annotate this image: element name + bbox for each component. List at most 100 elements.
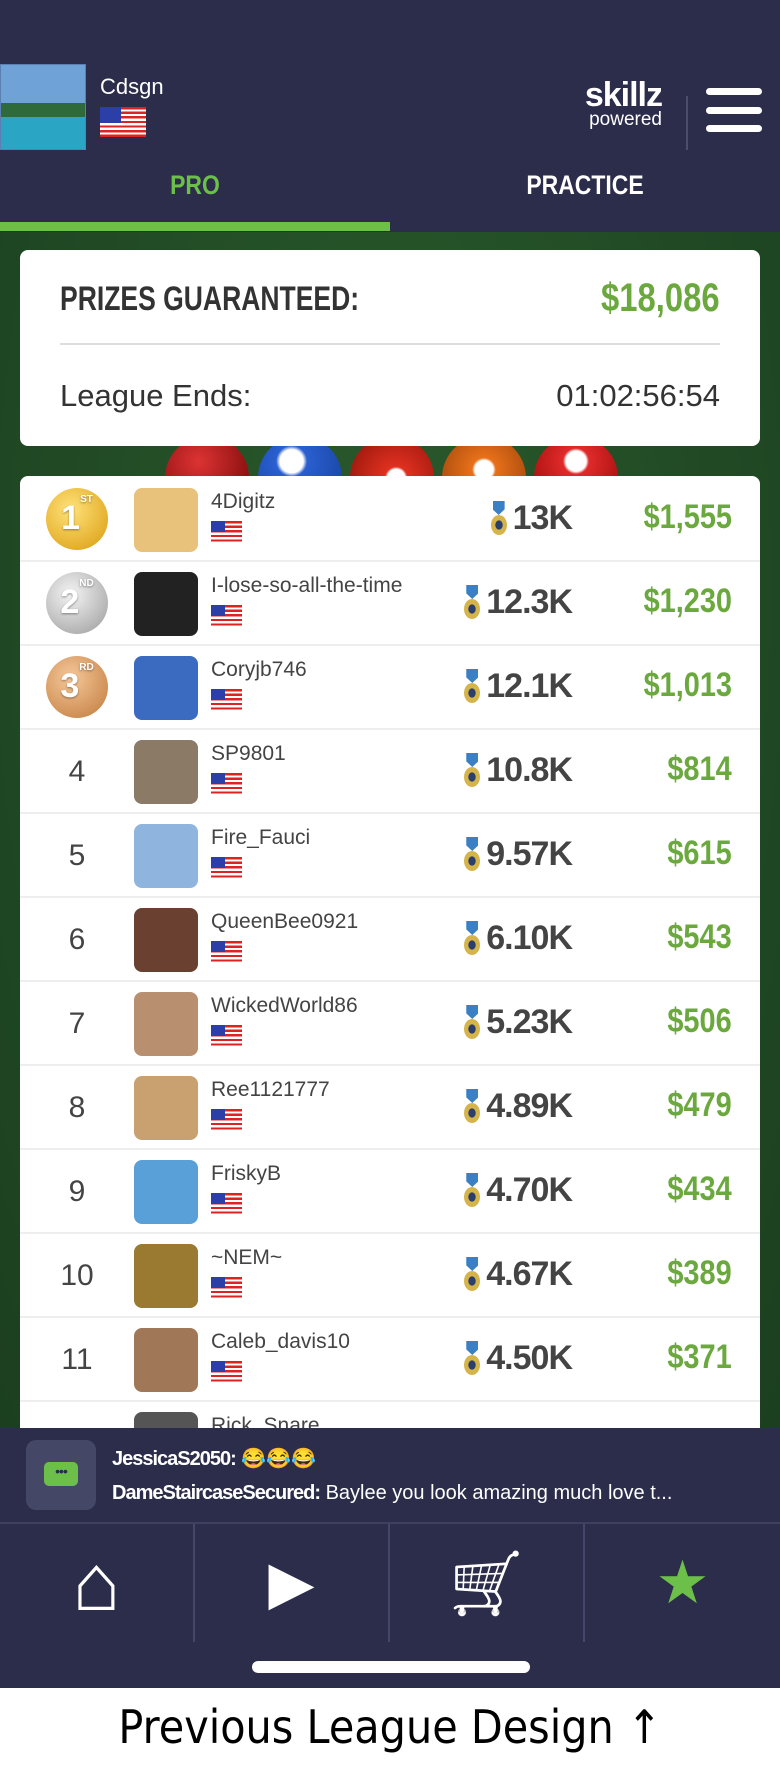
chat-text: Baylee you look amazing much love t... [325, 1482, 673, 1504]
player-avatar[interactable] [134, 572, 198, 636]
score-group: 4.70K [464, 1170, 573, 1210]
score-group: 10.8K [464, 750, 573, 790]
score-group: 12.3K [464, 582, 573, 622]
player-name[interactable]: Coryjb746 [211, 658, 307, 681]
player-avatar[interactable] [134, 992, 198, 1056]
rank: 8 [68, 1091, 86, 1124]
player-prize: $814 [667, 750, 732, 788]
us-flag-icon [211, 1025, 242, 1046]
chat-button[interactable] [26, 1440, 96, 1510]
nav-home[interactable]: ⌂ [0, 1524, 195, 1642]
rank: 11 [61, 1343, 93, 1376]
logo-text: skillz [584, 76, 663, 114]
tab-practice[interactable]: PRACTICE [526, 170, 644, 200]
player-name[interactable]: QueenBee0921 [211, 910, 359, 933]
rank: 9 [68, 1175, 86, 1208]
player-avatar[interactable] [134, 908, 198, 972]
leaderboard-row[interactable]: 1ST 4Digitz 13K $1,555 [20, 478, 760, 562]
us-flag-icon [211, 605, 242, 626]
skillz-logo: skillz powered [560, 76, 663, 130]
player-score: 5.23K [486, 1003, 573, 1041]
medal-icon [464, 1341, 481, 1375]
leaderboard-row[interactable]: 7 WickedWorld86 5.23K $506 [20, 982, 760, 1066]
player-avatar[interactable] [134, 488, 198, 552]
home-icon: ⌂ [72, 1538, 121, 1627]
player-avatar[interactable] [134, 656, 198, 720]
leaderboard-row[interactable]: 2ND I-lose-so-all-the-time 12.3K $1,230 [20, 562, 760, 646]
player-avatar[interactable] [134, 824, 198, 888]
player-name[interactable]: I-lose-so-all-the-time [211, 574, 403, 597]
player-score: 4.67K [486, 1255, 573, 1293]
rank-medal-icon: 3RD [46, 656, 108, 718]
leaderboard-row[interactable]: 8 Ree1121777 4.89K $479 [20, 1066, 760, 1150]
score-group: 9.57K [464, 834, 573, 874]
player-prize: $371 [667, 1338, 732, 1376]
medal-icon [464, 837, 481, 871]
player-score: 13K [512, 499, 573, 537]
player-name[interactable]: 4Digitz [211, 490, 276, 513]
player-name[interactable]: FriskyB [211, 1162, 281, 1185]
home-indicator[interactable] [252, 1661, 530, 1673]
leaderboard-list[interactable]: 1ST 4Digitz 13K $1,555 2ND I-lose-so-all-the-… [20, 476, 760, 1428]
player-name[interactable]: WickedWorld86 [211, 994, 358, 1017]
medal-icon [464, 1005, 481, 1039]
player-name[interactable]: Fire_Fauci [211, 826, 311, 849]
player-name[interactable]: SP9801 [211, 742, 286, 765]
medal-icon [464, 753, 481, 787]
chat-user: DameStaircaseSecured: [112, 1482, 321, 1504]
player-score: 4.89K [486, 1087, 573, 1125]
hamburger-menu-icon[interactable] [706, 88, 762, 132]
cart-icon: 🛒 [449, 1549, 524, 1617]
player-name[interactable]: Ree1121777 [211, 1078, 330, 1101]
active-tab-indicator [0, 222, 390, 231]
us-flag-icon [211, 521, 242, 542]
score-group: 12.1K [464, 666, 573, 706]
score-group: 13K [490, 498, 573, 538]
player-name[interactable]: ~NEM~ [211, 1246, 283, 1269]
leaderboard-row[interactable]: 9 FriskyB 4.70K $434 [20, 1150, 760, 1234]
us-flag-icon [211, 1277, 242, 1298]
player-prize: $1,013 [643, 666, 732, 704]
player-prize: $389 [667, 1254, 732, 1292]
rank: 6 [68, 923, 86, 956]
tab-pro[interactable]: PRO [170, 170, 220, 200]
medal-icon [464, 1173, 481, 1207]
player-avatar[interactable] [134, 1160, 198, 1224]
player-name[interactable]: Caleb_davis10 [211, 1330, 350, 1353]
medal-icon: ★ [655, 1549, 710, 1616]
chat-message: JessicaS2050: 😂😂😂 [112, 1446, 780, 1472]
player-prize: $1,230 [643, 582, 732, 620]
player-score: 12.1K [486, 667, 573, 705]
leaderboard-row[interactable]: 6 QueenBee0921 6.10K $543 [20, 898, 760, 982]
us-flag-icon [211, 1193, 242, 1214]
rank: 3 [60, 667, 80, 705]
leaderboard-row[interactable]: 5 Fire_Fauci 9.57K $615 [20, 814, 760, 898]
player-avatar[interactable] [134, 1076, 198, 1140]
score-group: 4.89K [464, 1086, 573, 1126]
leaderboard-row[interactable]: 3RD Coryjb746 12.1K $1,013 [20, 646, 760, 730]
chat-bubble-icon [44, 1462, 78, 1486]
nav-leagues[interactable]: ★ [585, 1524, 780, 1642]
medal-icon [464, 585, 481, 619]
play-icon: ▶ [268, 1549, 315, 1616]
rank: 5 [68, 839, 86, 872]
nav-play[interactable]: ▶ [195, 1524, 390, 1642]
leaderboard-row[interactable]: 4 SP9801 10.8K $814 [20, 730, 760, 814]
player-prize: $1,555 [643, 498, 732, 536]
rank-suffix: ND [79, 578, 94, 589]
player-avatar[interactable] [134, 1412, 198, 1428]
chat-bar[interactable] [0, 1428, 780, 1524]
leaderboard-row[interactable]: 10 ~NEM~ 4.67K $389 [20, 1234, 760, 1318]
player-name[interactable]: Rick_Snare [211, 1414, 320, 1428]
player-avatar[interactable] [134, 1244, 198, 1308]
player-prize: $506 [667, 1002, 732, 1040]
user-avatar[interactable] [0, 64, 86, 150]
league-ends-timer: 01:02:56:54 [556, 378, 720, 413]
leaderboard-row[interactable]: 11 Caleb_davis10 4.50K $371 [20, 1318, 760, 1402]
leaderboard-row[interactable]: Rick_Snare [20, 1402, 760, 1428]
player-avatar[interactable] [134, 1328, 198, 1392]
player-avatar[interactable] [134, 740, 198, 804]
nav-store[interactable]: 🛒 [390, 1524, 585, 1642]
score-group: 5.23K [464, 1002, 573, 1042]
rank: 7 [68, 1007, 86, 1040]
